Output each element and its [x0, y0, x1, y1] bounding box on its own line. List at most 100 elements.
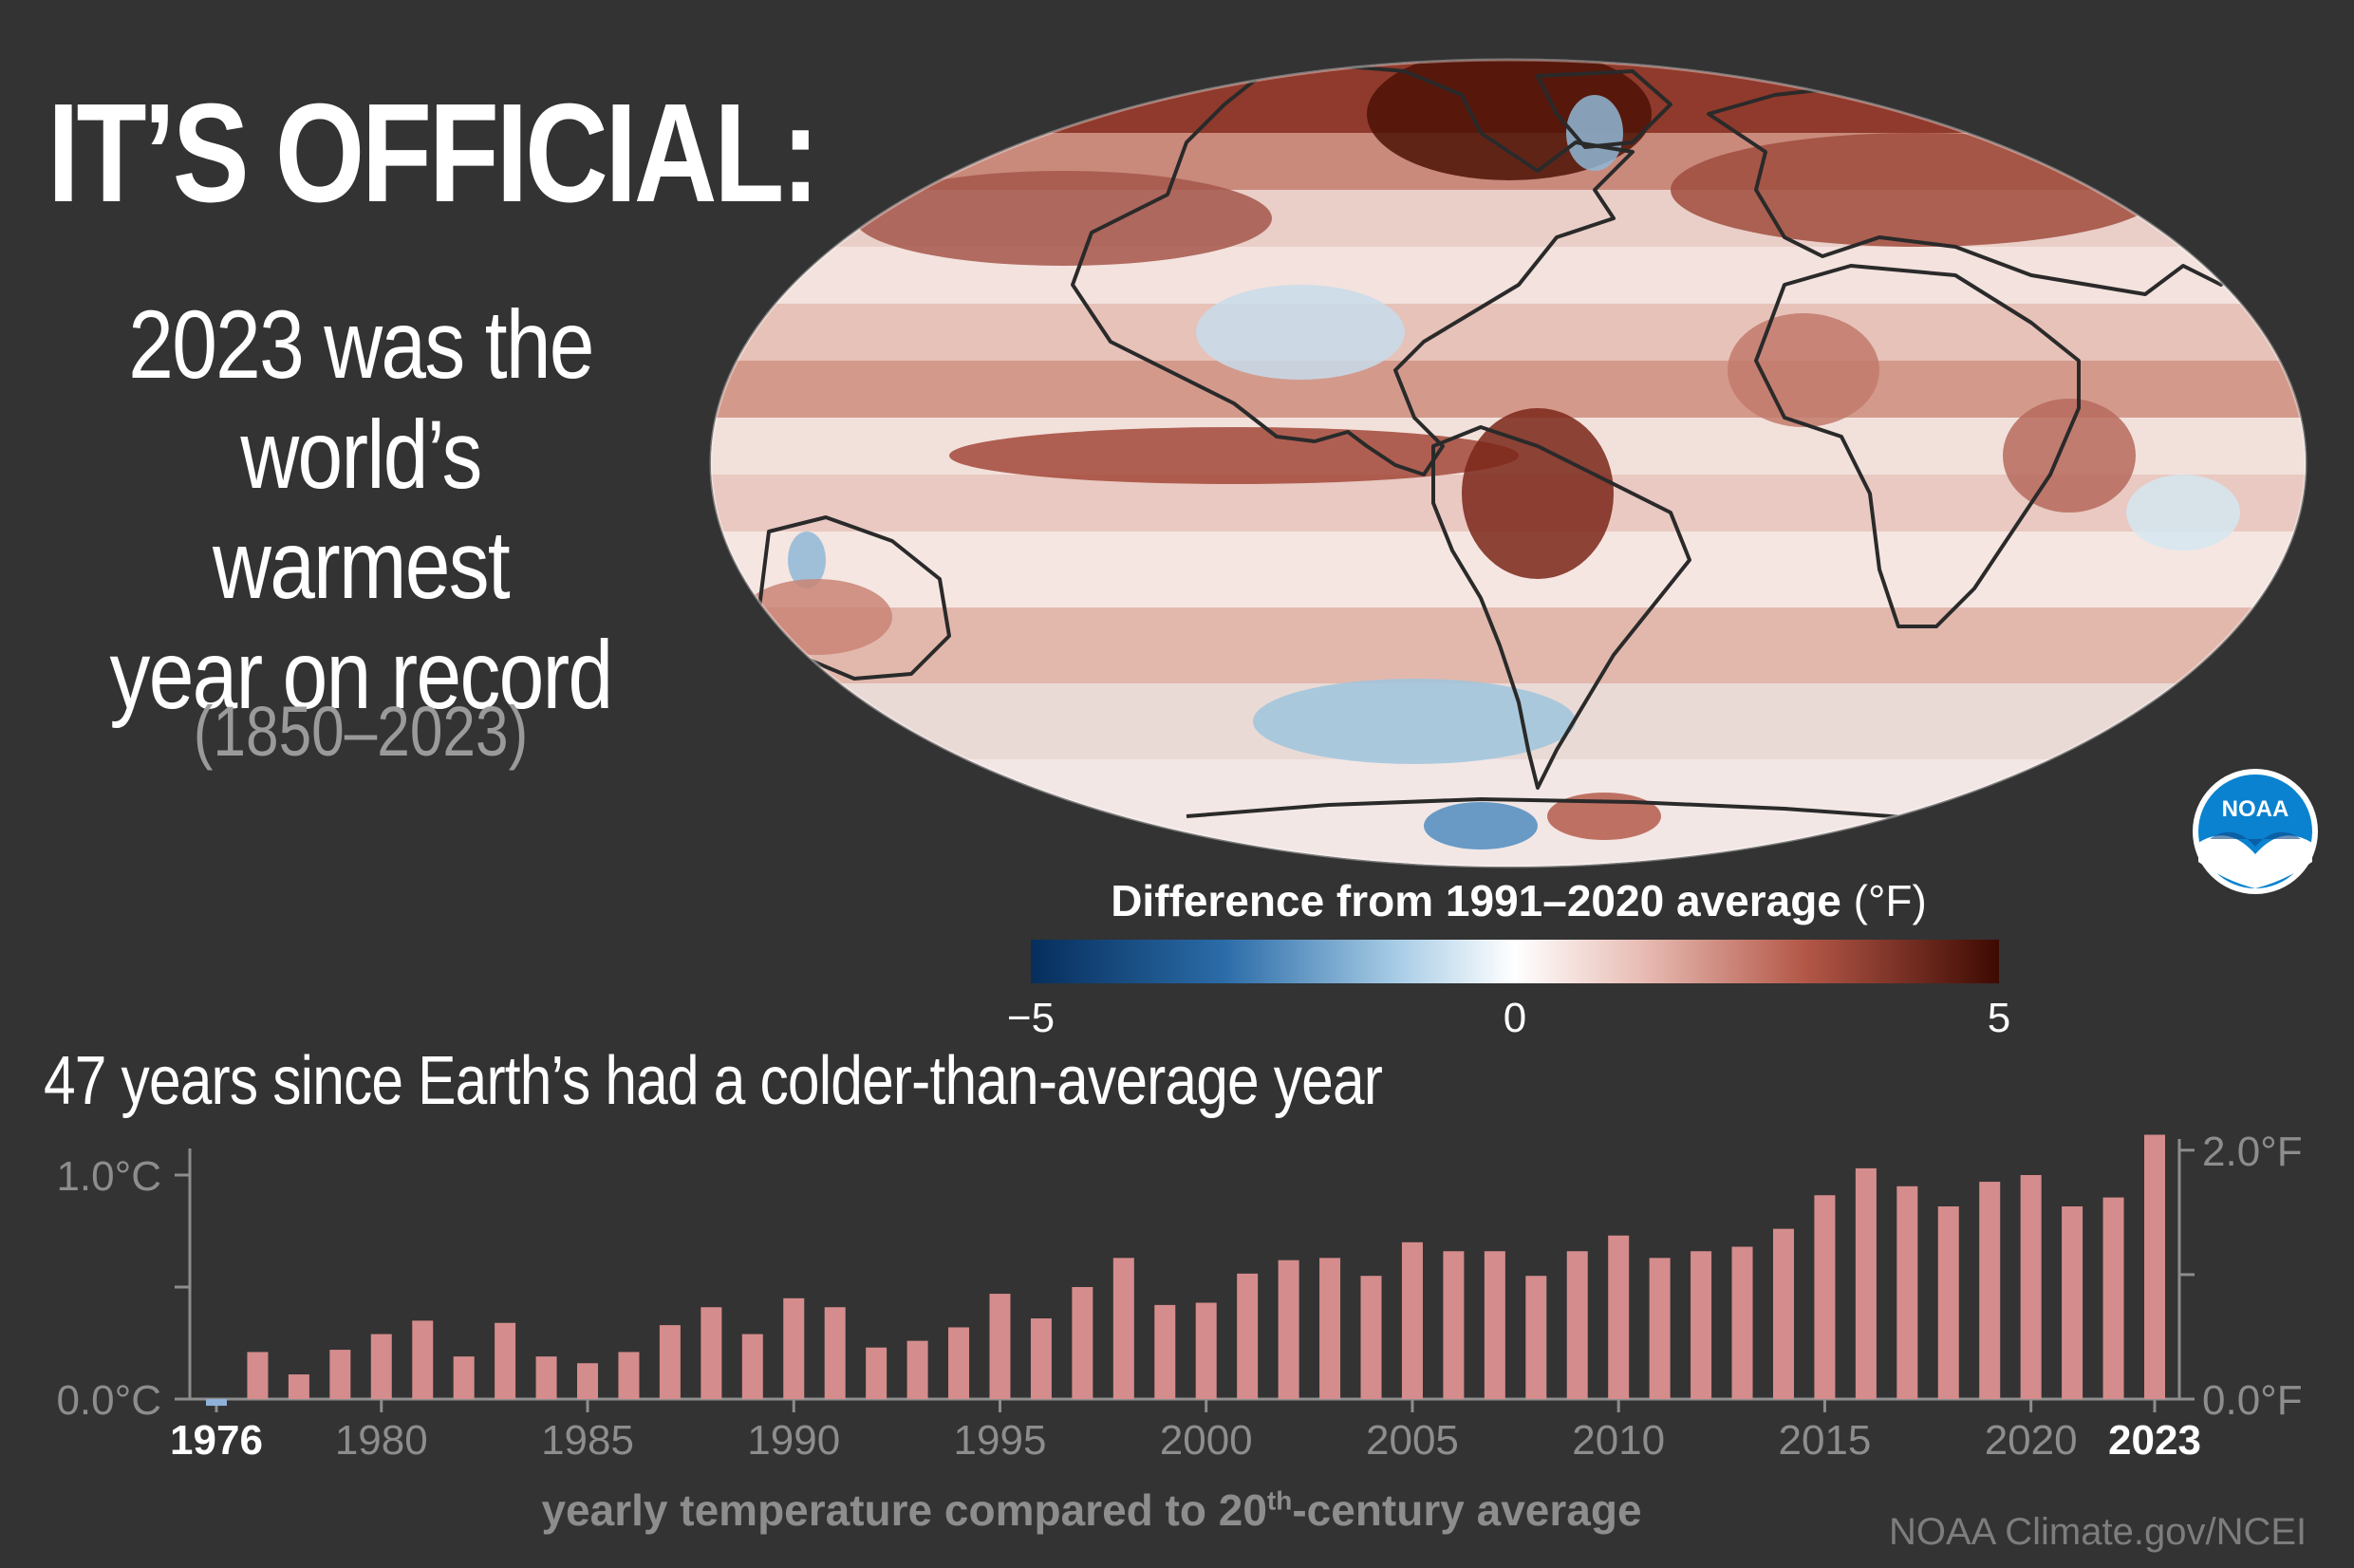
x-axis-title-superscript: th — [1266, 1485, 1293, 1516]
bar-2014 — [1772, 1228, 1794, 1399]
bar-2003 — [1319, 1258, 1341, 1399]
bar-1991 — [824, 1307, 846, 1399]
bar-2010 — [1608, 1235, 1630, 1399]
right-axis-tick-label: 2.0°F — [2202, 1129, 2303, 1175]
x-axis-title-end: -century average — [1292, 1485, 1642, 1535]
x-axis-tick-label: 1995 — [954, 1417, 1047, 1464]
anomaly-patch — [1253, 679, 1576, 764]
colorbar-min-label: −5 — [1006, 995, 1056, 1041]
x-axis-title-main: yearly temperature compared to 20 — [541, 1485, 1267, 1535]
anomaly-patch — [788, 532, 826, 588]
x-axis-tick-label: 2005 — [1366, 1417, 1459, 1464]
x-axis-tick-label: 1980 — [335, 1417, 428, 1464]
bar-2005 — [1401, 1241, 1423, 1399]
noaa-logo-text: NOAA — [2222, 796, 2289, 822]
bar-2019 — [1979, 1182, 2001, 1399]
bar-2023 — [2144, 1134, 2165, 1399]
x-axis-tick-label: 1976 — [170, 1417, 263, 1464]
bar-1984 — [535, 1356, 557, 1399]
anomaly-patch — [1196, 285, 1405, 380]
continent-outlines — [757, 65, 2280, 820]
bar-2015 — [1814, 1195, 1836, 1399]
bar-1980 — [370, 1334, 392, 1399]
south-america-outline — [1431, 425, 1691, 790]
bar-2012 — [1691, 1251, 1712, 1399]
bar-2002 — [1278, 1260, 1299, 1399]
bar-1978 — [288, 1374, 309, 1399]
bar-1977 — [247, 1352, 269, 1399]
chart-bars — [206, 1134, 2165, 1407]
chart-labels: 0.0°C 1.0°C 0.0°F 2.0°F 1976 1980 1985 1990 1995… — [56, 1129, 2302, 1464]
bar-2017 — [1896, 1185, 1918, 1399]
legend-unit: (°F) — [1853, 876, 1927, 925]
bar-1983 — [495, 1322, 516, 1399]
x-axis-tick-label: 2010 — [1572, 1417, 1665, 1464]
bar-1993 — [906, 1340, 928, 1399]
bar-1986 — [618, 1352, 640, 1399]
x-axis-tick-label: 1990 — [747, 1417, 840, 1464]
bar-1987 — [659, 1325, 681, 1399]
x-axis-tick-label: 1985 — [541, 1417, 634, 1464]
subhead-line-2: world’s warmest — [213, 401, 511, 619]
x-axis-tick-label: 2023 — [2108, 1417, 2201, 1464]
years-range: (1850–2023) — [193, 692, 529, 771]
bar-2009 — [1566, 1251, 1588, 1399]
left-axis-tick-label: 1.0°C — [56, 1153, 161, 1200]
anomaly-band — [711, 304, 2306, 361]
legend-title-text: Difference from 1991–2020 average — [1111, 876, 1841, 925]
bar-2007 — [1484, 1251, 1505, 1399]
x-axis-tick-label: 2015 — [1778, 1417, 1871, 1464]
map-border — [709, 58, 2307, 868]
africa-outline — [1754, 264, 2081, 628]
anomaly-patch — [1547, 793, 1661, 840]
legend-title: Difference from 1991–2020 average (°F) — [1025, 875, 2012, 926]
bar-2018 — [1937, 1206, 1959, 1399]
bar-1998 — [1112, 1258, 1134, 1399]
x-axis-title: yearly temperature compared to 20th-cent… — [380, 1484, 1803, 1536]
bar-2006 — [1443, 1251, 1465, 1399]
antarctica-outline — [1186, 797, 1918, 820]
noaa-logo: NOAA — [2193, 769, 2318, 894]
bar-1996 — [1030, 1318, 1052, 1399]
bar-1992 — [866, 1347, 887, 1399]
bar-2008 — [1525, 1276, 1547, 1399]
anomaly-patch — [2003, 399, 2136, 513]
bar-1995 — [989, 1294, 1011, 1399]
bar-2000 — [1195, 1302, 1217, 1399]
x-axis-tick-label: 2000 — [1160, 1417, 1253, 1464]
colorbar-max-label: 5 — [1987, 995, 2011, 1041]
anomaly-patch — [1462, 408, 1614, 579]
bar-1997 — [1072, 1287, 1093, 1399]
bar-2016 — [1855, 1167, 1877, 1399]
bar-1994 — [948, 1327, 970, 1399]
credit: NOAA Climate.gov/NCEI — [1889, 1511, 2307, 1553]
bar-1985 — [577, 1363, 599, 1399]
anomaly-patch — [1728, 313, 1879, 427]
bar-1982 — [453, 1356, 475, 1399]
bar-1988 — [701, 1307, 722, 1399]
right-axis-tick-label: 0.0°F — [2202, 1377, 2303, 1424]
anomaly-patch — [1566, 95, 1623, 171]
left-axis-tick-label: 0.0°C — [56, 1377, 161, 1424]
chart-title: 47 years since Earth’s had a colder-than… — [44, 1043, 1383, 1119]
subhead-line-1: 2023 was the — [128, 290, 594, 399]
bar-1979 — [329, 1350, 351, 1399]
bar-1999 — [1154, 1304, 1176, 1399]
bar-1981 — [412, 1320, 434, 1399]
bar-2001 — [1237, 1273, 1259, 1399]
bar-1989 — [741, 1334, 763, 1399]
bar-2013 — [1731, 1246, 1753, 1399]
anomaly-patch — [1424, 802, 1538, 849]
bar-1976 — [206, 1399, 227, 1407]
greenland-outline — [1536, 69, 1672, 149]
anomaly-patch — [2126, 475, 2240, 551]
x-axis-tick-label: 2020 — [1985, 1417, 2078, 1464]
colorbar-mid-label: 0 — [1503, 995, 1527, 1041]
bar-2021 — [2062, 1206, 2083, 1399]
subhead-line-3: year on record — [109, 621, 614, 729]
subhead: 2023 was the world’s warmest year on rec… — [89, 289, 631, 730]
bar-2020 — [2020, 1175, 2042, 1399]
bar-2022 — [2102, 1197, 2124, 1399]
colorbar — [1031, 940, 1999, 983]
